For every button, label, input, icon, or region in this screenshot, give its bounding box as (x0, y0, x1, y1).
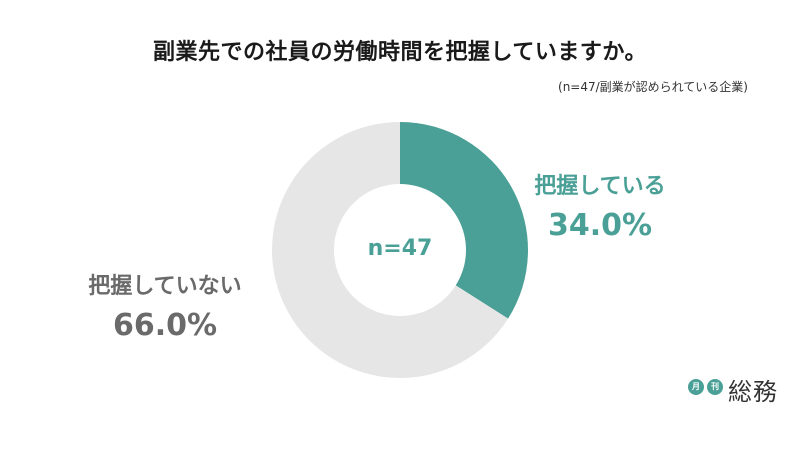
logo-badge-month: 月 (688, 379, 704, 395)
slice-label-grasped: 把握している 34.0% (520, 168, 680, 243)
slice-value-not-grasped: 66.0% (112, 308, 218, 343)
slice-value-grasped: 34.0% (547, 208, 653, 243)
slice-not-grasped (272, 122, 509, 379)
logo-wordmark: 総務 (728, 378, 778, 406)
gekkan-soumu-logo: 月 刊 総務 (688, 372, 788, 412)
chart-subtitle: (n=47/副業が認められている企業) (558, 80, 748, 94)
slice-grasped (400, 122, 528, 319)
slice-name-grasped: 把握している (534, 174, 666, 199)
slice-label-not-grasped: 把握していない 66.0% (70, 268, 260, 343)
center-label: n=47 (367, 236, 433, 261)
logo-badge-publication: 刊 (707, 379, 723, 395)
slice-name-not-grasped: 把握していない (88, 274, 242, 299)
chart-title: 副業先での社員の労働時間を把握していますか。 (153, 40, 647, 65)
